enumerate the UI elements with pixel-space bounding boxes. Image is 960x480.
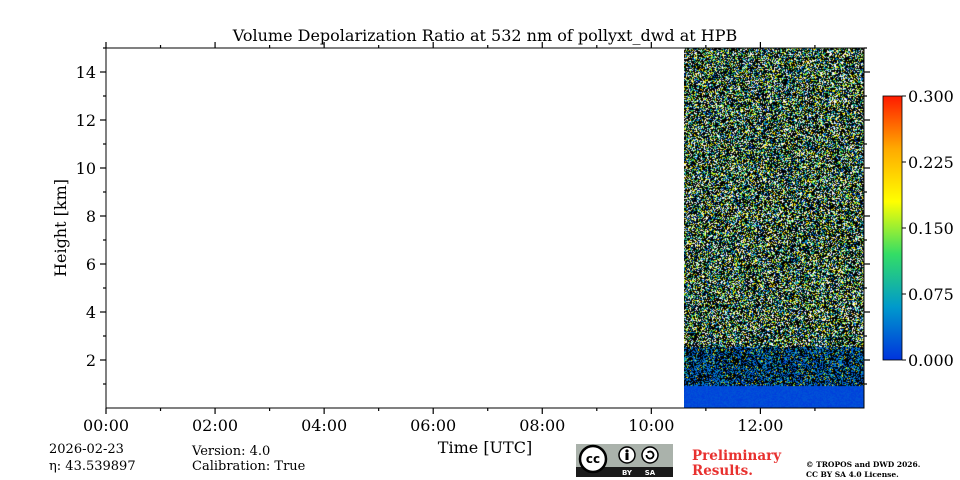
preliminary-notice: Preliminary Results.	[692, 449, 781, 479]
cc-logo-icon	[578, 444, 608, 474]
y-tick-label: 6	[86, 255, 96, 274]
x-axis: 00:00 02:00 04:00 06:00 08:00 10:00 12:00	[83, 42, 816, 435]
plot-area	[105, 47, 865, 409]
y-tick-label: 2	[86, 351, 96, 370]
by-label: BY	[622, 469, 633, 477]
share-alike-icon	[641, 446, 659, 464]
y-tick-label: 14	[76, 63, 96, 82]
y-axis-label: Height [km]	[51, 179, 70, 277]
colorbar-tick-label: 0.300	[908, 87, 954, 106]
x-tick-label: 04:00	[301, 416, 347, 435]
y-axis: 2 4 6 8 10 12 14	[76, 47, 870, 385]
cc-logo-text: cc	[586, 452, 600, 466]
colorbar-tick-label: 0.150	[908, 219, 954, 238]
plot-frame	[105, 47, 865, 409]
preliminary-line-1: Preliminary	[692, 448, 782, 464]
colorbar-gradient	[882, 95, 903, 361]
copyright-line-2: CC BY SA 4.0 License.	[806, 470, 899, 479]
x-tick-label: 10:00	[628, 416, 674, 435]
cc-by-sa-badge: cc BY SA	[576, 444, 673, 477]
chart-title: Volume Depolarization Ratio at 532 nm of…	[232, 26, 738, 45]
x-tick-label: 12:00	[737, 416, 783, 435]
calibration-label: Calibration: True	[192, 459, 306, 474]
colorbar-tick-label: 0.075	[908, 285, 954, 304]
eta-label: η: 43.539897	[49, 459, 136, 474]
colorbar-tick-label: 0.225	[908, 153, 954, 172]
copyright-line-1: © TROPOS and DWD 2026.	[806, 460, 921, 469]
date-label: 2026-02-23	[49, 442, 124, 457]
colorbar-tick-label: 0.000	[908, 351, 954, 370]
y-tick-label: 4	[86, 303, 96, 322]
heatmap-data	[684, 48, 865, 408]
x-axis-label: Time [UTC]	[438, 438, 532, 457]
preliminary-line-2: Results.	[692, 463, 753, 479]
version-label: Version: 4.0	[192, 444, 271, 459]
y-tick-label: 8	[86, 207, 96, 226]
y-tick-label: 10	[76, 159, 96, 178]
x-tick-label: 06:00	[410, 416, 456, 435]
x-tick-label: 02:00	[192, 416, 238, 435]
copyright-notice: © TROPOS and DWD 2026. CC BY SA 4.0 Lice…	[806, 460, 920, 480]
colorbar: 0.000 0.075 0.150 0.225 0.300	[882, 87, 954, 370]
sa-label: SA	[645, 469, 656, 477]
x-tick-label: 08:00	[519, 416, 565, 435]
y-tick-label: 12	[76, 111, 96, 130]
x-tick-label: 00:00	[83, 416, 129, 435]
